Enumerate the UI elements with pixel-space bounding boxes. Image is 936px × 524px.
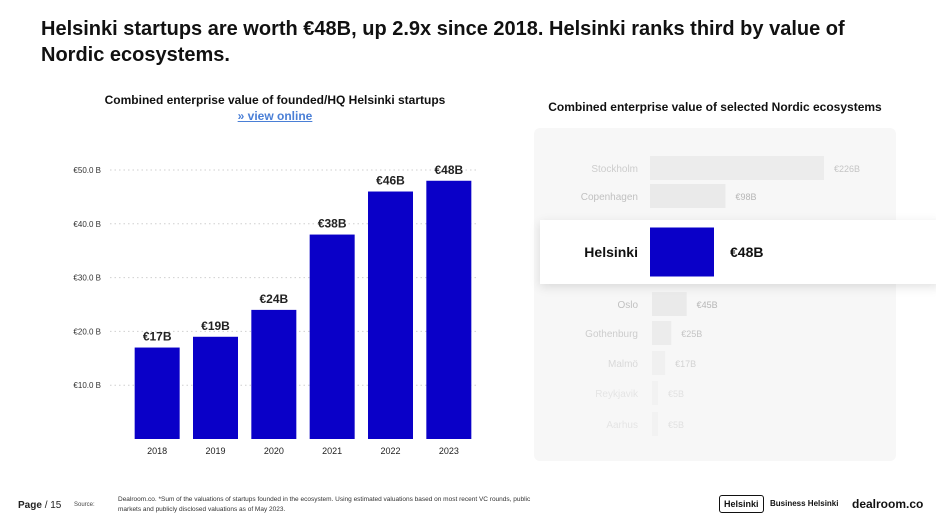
bar-value-label: €46B — [376, 174, 405, 188]
nordic-city-label: Copenhagen — [581, 192, 638, 203]
bar-chart-title: Combined enterprise value of founded/HQ … — [104, 93, 446, 107]
bar-2021 — [309, 234, 355, 439]
page-label: Page — [18, 500, 42, 511]
helsinki-highlight-card — [540, 220, 936, 284]
bar-value-label: €19B — [201, 319, 230, 333]
y-tick-label: €30.0 B — [73, 274, 101, 283]
nordic-value-label: €226B — [834, 164, 860, 174]
nordic-bar-stockholm — [650, 156, 824, 180]
nordic-city-label: Reykjavik — [595, 389, 639, 400]
nordic-value-label: €98B — [735, 192, 756, 202]
nordic-bar-helsinki — [650, 227, 714, 277]
x-tick-label: 2019 — [205, 446, 225, 456]
nordic-value-label: €48B — [730, 244, 763, 260]
source-label: Source: — [74, 502, 95, 508]
x-tick-label: 2021 — [322, 446, 342, 456]
nordic-value-label: €45B — [697, 300, 718, 310]
bar-2022 — [368, 191, 413, 439]
y-tick-label: €50.0 B — [73, 166, 101, 175]
bar-2019 — [193, 336, 238, 439]
page-number: / 15 — [44, 500, 62, 511]
nordic-bar-reykjavik — [652, 381, 658, 405]
page-indicator: Page / 15 — [18, 500, 61, 511]
nordic-city-label: Aarhus — [606, 420, 638, 431]
nordic-bar-copenhagen — [650, 184, 726, 208]
nordic-bar-gothenburg — [652, 321, 672, 345]
business-helsinki-logo: Business Helsinki — [770, 499, 839, 508]
bar-value-label: €38B — [318, 217, 347, 231]
x-tick-label: 2020 — [264, 446, 284, 456]
nordic-city-label: Helsinki — [584, 244, 638, 260]
y-tick-label: €20.0 B — [73, 327, 101, 336]
page-headline: Helsinki startups are worth €48B, up 2.9… — [41, 18, 845, 66]
nordic-city-label: Gothenburg — [585, 329, 638, 340]
helsinki-value-bar-chart: €10.0 B €20.0 B €30.0 B €40.0 B €50.0 B €17B 2… — [73, 163, 478, 456]
nordic-bar-malmö — [652, 351, 666, 375]
bar-value-label: €24B — [259, 292, 288, 306]
dealroom-logo: dealroom.co — [852, 497, 924, 511]
nordic-ecosystems-bar-chart: Stockholm €226B Copenhagen €98B Helsinki €48B… — [581, 156, 860, 436]
nordic-bar-aarhus — [652, 412, 658, 436]
source-text: Dealroom.co. *Sum of the valuations of s… — [118, 496, 531, 513]
x-tick-label: 2023 — [439, 446, 459, 456]
nordic-value-label: €17B — [675, 359, 696, 369]
bar-value-label: €48B — [434, 163, 463, 177]
nordic-city-label: Malmö — [608, 359, 638, 370]
nordic-city-label: Stockholm — [591, 164, 638, 175]
y-tick-label: €10.0 B — [73, 381, 101, 390]
bar-2020 — [251, 309, 297, 439]
nordic-value-label: €5B — [668, 420, 684, 430]
nordic-city-label: Oslo — [617, 300, 638, 311]
bar-2018 — [134, 347, 180, 439]
nordic-chart-panel — [534, 128, 896, 461]
nordic-value-label: €25B — [681, 329, 702, 339]
y-tick-label: €40.0 B — [73, 220, 101, 229]
bar-2023 — [426, 180, 472, 439]
view-online-link[interactable]: » view online — [237, 109, 313, 123]
nordic-value-label: €5B — [668, 389, 684, 399]
nordic-chart-title: Combined enterprise value of selected No… — [548, 100, 882, 114]
nordic-bar-oslo — [652, 292, 687, 316]
helsinki-logo: Helsinki — [719, 495, 764, 513]
x-tick-label: 2022 — [380, 446, 400, 456]
x-tick-label: 2018 — [147, 446, 167, 456]
bar-value-label: €17B — [143, 330, 172, 344]
